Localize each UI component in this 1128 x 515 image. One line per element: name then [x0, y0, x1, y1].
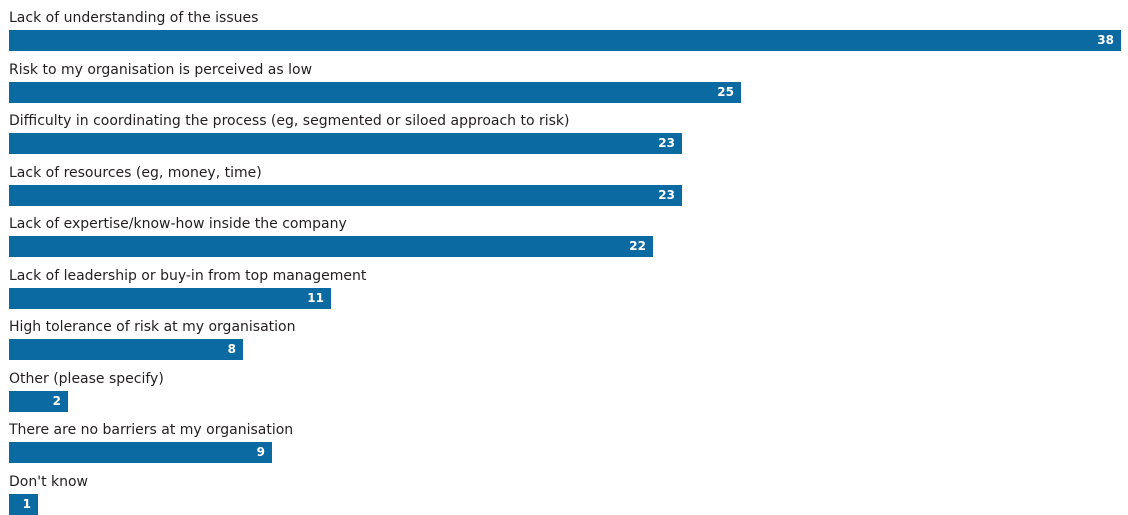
category-label: Other (please specify)	[9, 371, 164, 387]
data-label: 1	[22, 497, 31, 511]
bar-row: Lack of leadership or buy-in from top ma…	[9, 258, 1121, 309]
data-label: 38	[1097, 33, 1114, 47]
data-label: 8	[227, 342, 236, 356]
bar: 8	[9, 339, 243, 360]
bar: 1	[9, 494, 38, 515]
bar: 23	[9, 133, 682, 154]
category-label: High tolerance of risk at my organisatio…	[9, 319, 296, 335]
bar: 22	[9, 236, 653, 257]
bar-row: Risk to my organisation is perceived as …	[9, 52, 1121, 103]
data-label: 2	[52, 394, 61, 408]
bar-row: High tolerance of risk at my organisatio…	[9, 309, 1121, 360]
data-label: 11	[307, 291, 324, 305]
horizontal-bar-chart: Lack of understanding of the issues 38 Ris…	[9, 0, 1121, 515]
bar: 25	[9, 82, 741, 103]
category-label: Don't know	[9, 474, 89, 490]
bar: 2	[9, 391, 68, 412]
data-label: 9	[256, 445, 265, 459]
bar-row: Other (please specify) 2	[9, 361, 1121, 412]
bar-row: Lack of resources (eg, money, time) 23	[9, 155, 1121, 206]
data-label: 23	[658, 188, 675, 202]
bar: 38	[9, 30, 1121, 51]
category-label: Difficulty in coordinating the process (…	[9, 113, 570, 129]
category-label: Lack of understanding of the issues	[9, 10, 259, 26]
category-label: Lack of expertise/know-how inside the co…	[9, 216, 347, 232]
bar-row: There are no barriers at my organisation…	[9, 412, 1121, 463]
bar: 23	[9, 185, 682, 206]
bar: 11	[9, 288, 331, 309]
category-label: Risk to my organisation is perceived as …	[9, 62, 313, 78]
bar-row: Don't know 1	[9, 464, 1121, 515]
bar-row: Difficulty in coordinating the process (…	[9, 103, 1121, 154]
category-label: Lack of leadership or buy-in from top ma…	[9, 268, 367, 284]
category-label: There are no barriers at my organisation	[9, 422, 294, 438]
data-label: 25	[717, 85, 734, 99]
bar: 9	[9, 442, 272, 463]
bar-row: Lack of understanding of the issues 38	[9, 0, 1121, 51]
category-label: Lack of resources (eg, money, time)	[9, 165, 262, 181]
data-label: 23	[658, 136, 675, 150]
data-label: 22	[629, 239, 646, 253]
bar-row: Lack of expertise/know-how inside the co…	[9, 206, 1121, 257]
